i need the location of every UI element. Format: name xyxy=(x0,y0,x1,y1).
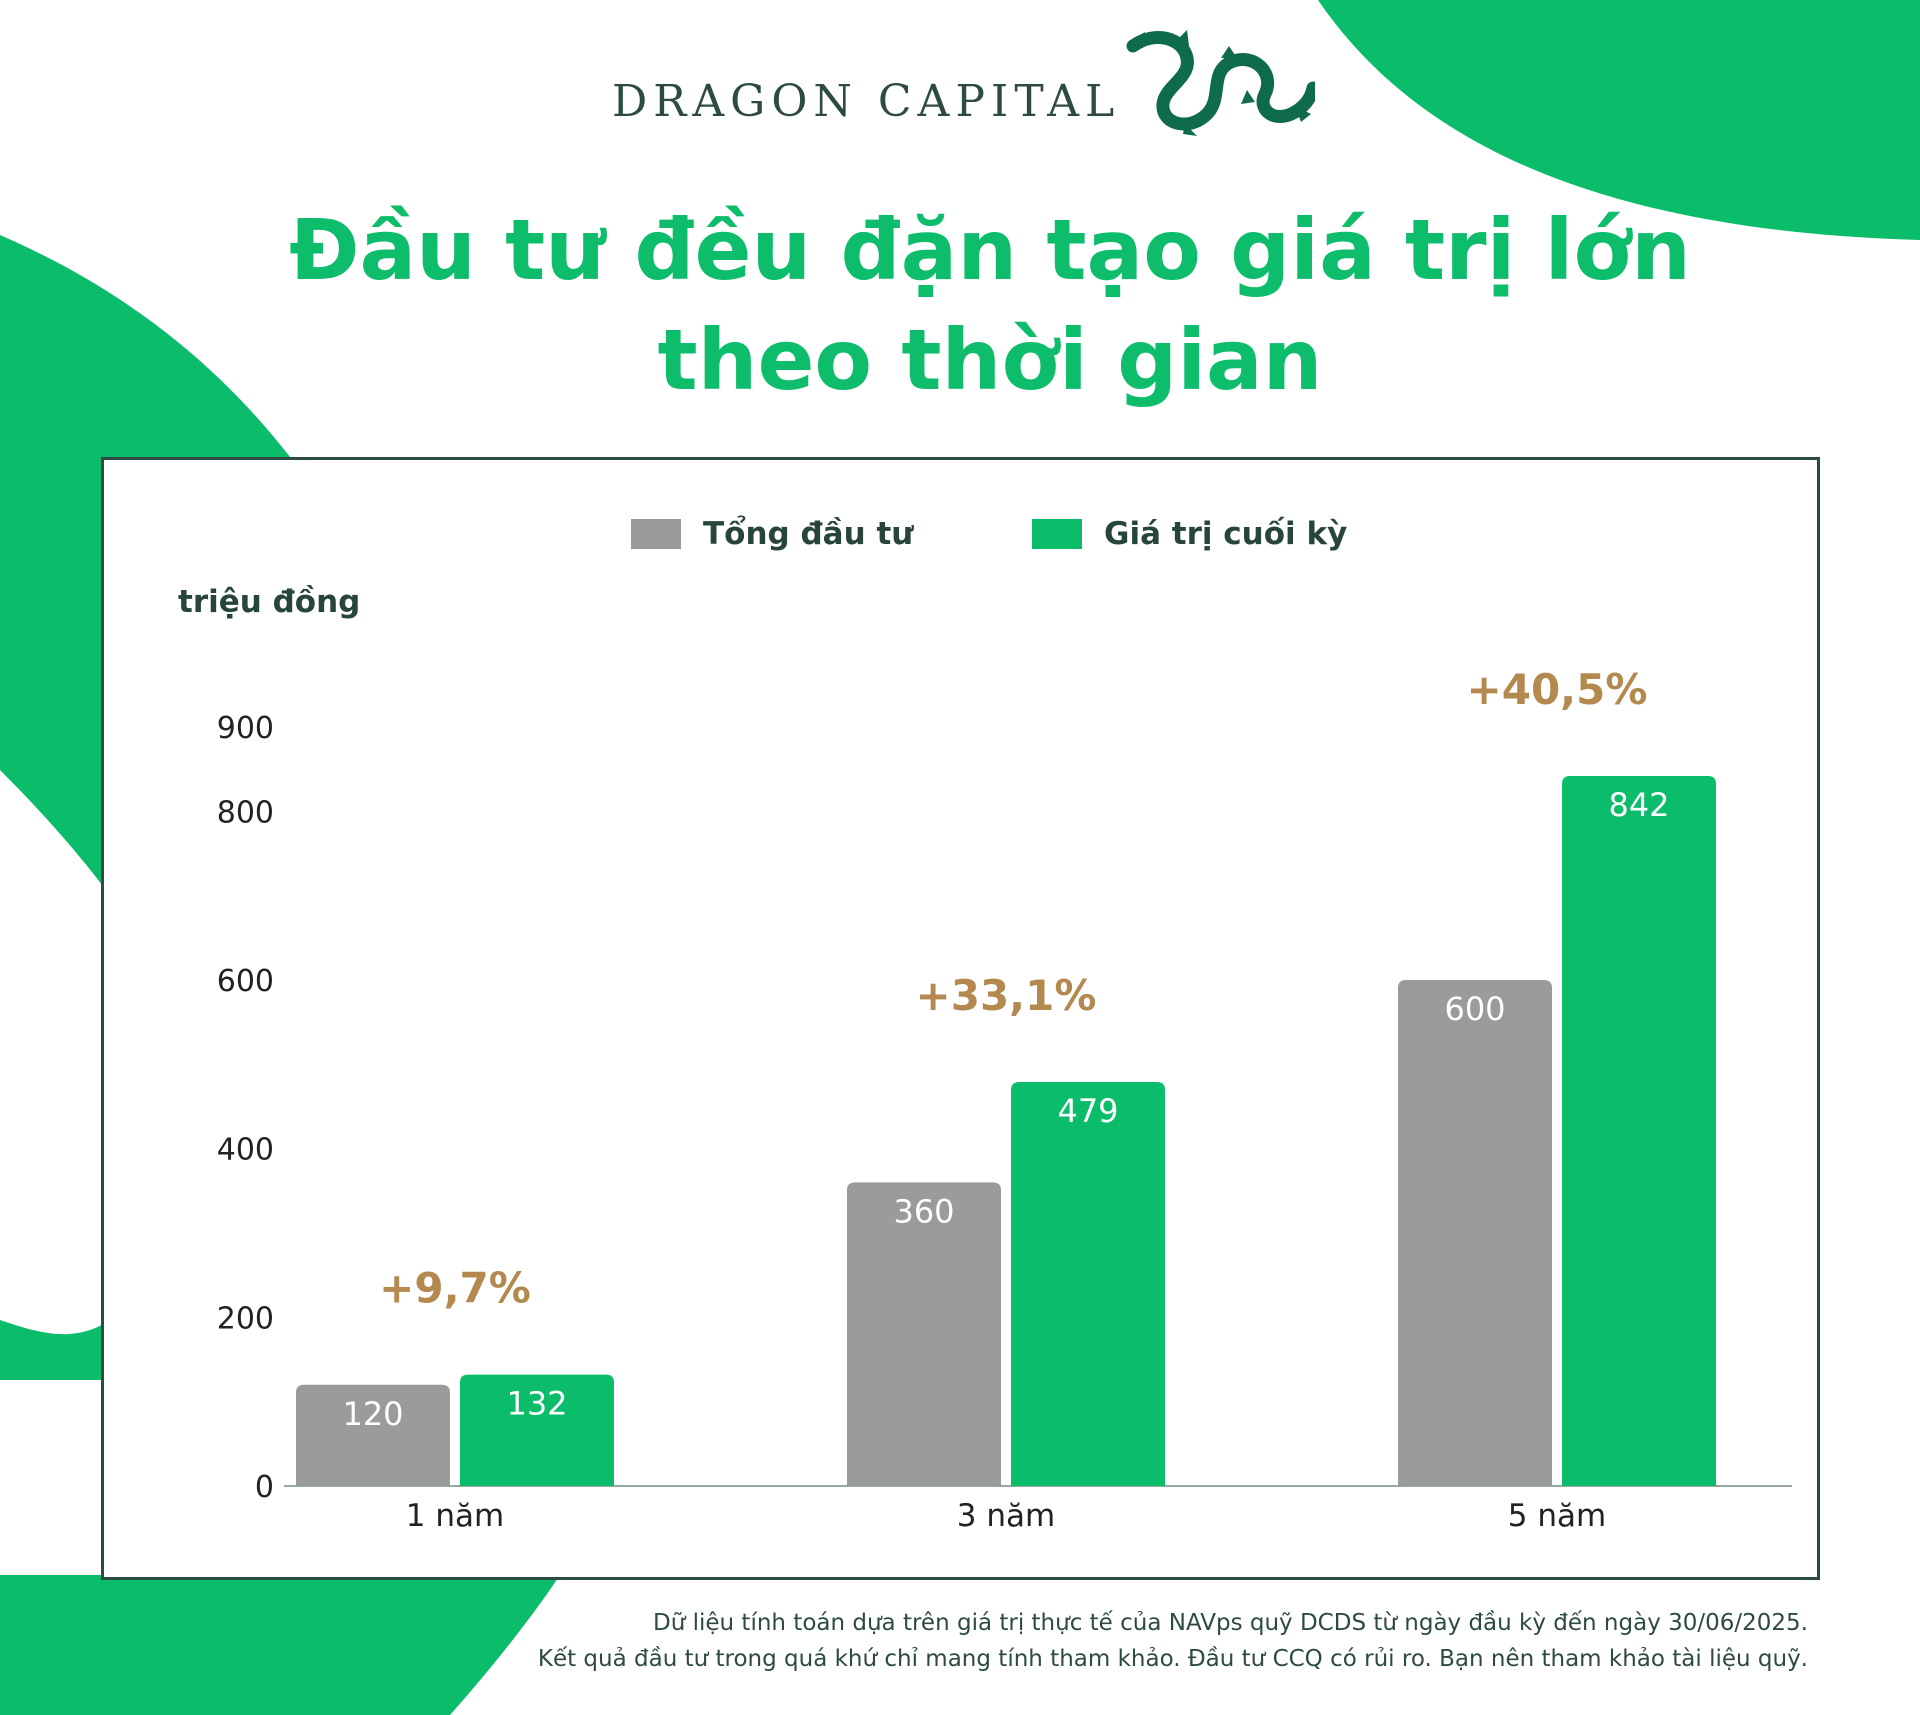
bar-value-label: 120 xyxy=(342,1395,403,1433)
bar-invest xyxy=(296,1384,450,1486)
y-tick-label: 800 xyxy=(217,795,274,830)
y-tick-label: 600 xyxy=(217,964,274,999)
y-tick-label: 200 xyxy=(217,1301,274,1336)
x-tick-label: 3 năm xyxy=(957,1498,1055,1534)
x-tick-label: 1 năm xyxy=(406,1498,504,1534)
footnote-line-1: Dữ liệu tính toán dựa trên giá trị thực … xyxy=(653,1610,1808,1636)
bar-final xyxy=(1562,775,1716,1486)
footnote: Dữ liệu tính toán dựa trên giá trị thực … xyxy=(308,1605,1808,1677)
bar-value-label: 479 xyxy=(1057,1092,1118,1130)
y-tick-label: 400 xyxy=(217,1133,274,1168)
title-line-2: theo thời gian xyxy=(657,311,1323,409)
bar-invest xyxy=(1398,980,1552,1486)
legend-swatch-invest xyxy=(631,519,681,549)
brand-name: DRAGON CAPITAL xyxy=(612,76,1121,127)
growth-label: +9,7% xyxy=(379,1264,531,1313)
legend-item-invest: Tổng đầu tư xyxy=(631,516,913,552)
legend-label-final: Giá trị cuối kỳ xyxy=(1104,516,1348,552)
chart-legend: Tổng đầu tư Giá trị cuối kỳ xyxy=(104,516,1817,556)
growth-label: +33,1% xyxy=(916,971,1097,1020)
y-axis-unit-label: triệu đồng xyxy=(178,584,361,620)
y-tick-label: 900 xyxy=(217,711,274,746)
bar-chart: 0 200 400 600 800 900 120 132 1 năm +9,7% 360 479 3 … xyxy=(217,665,1792,1534)
bar-invest xyxy=(847,1182,1001,1486)
footnote-line-2: Kết quả đầu tư trong quá khứ chỉ mang tí… xyxy=(537,1646,1808,1672)
brand-header: DRAGON CAPITAL xyxy=(0,20,1920,140)
bar-final xyxy=(1011,1082,1165,1486)
title-line-1: Đầu tư đều đặn tạo giá trị lớn xyxy=(289,201,1691,299)
growth-label: +40,5% xyxy=(1467,665,1648,714)
page-title: Đầu tư đều đặn tạo giá trị lớn theo thời… xyxy=(160,195,1820,415)
legend-swatch-final xyxy=(1032,519,1082,549)
bar-value-label: 842 xyxy=(1608,786,1669,824)
x-tick-label: 5 năm xyxy=(1508,1498,1606,1534)
chart-panel: Tổng đầu tư Giá trị cuối kỳ triệu đồng 0… xyxy=(101,457,1820,1580)
legend-label-invest: Tổng đầu tư xyxy=(703,516,914,552)
y-tick-label: 0 xyxy=(255,1470,274,1505)
dragon-icon xyxy=(1126,30,1315,136)
bar-value-label: 132 xyxy=(506,1385,567,1423)
bar-final xyxy=(460,1374,614,1486)
bar-value-label: 360 xyxy=(893,1192,954,1230)
legend-item-final: Giá trị cuối kỳ xyxy=(1032,516,1347,552)
bar-value-label: 600 xyxy=(1444,990,1505,1028)
